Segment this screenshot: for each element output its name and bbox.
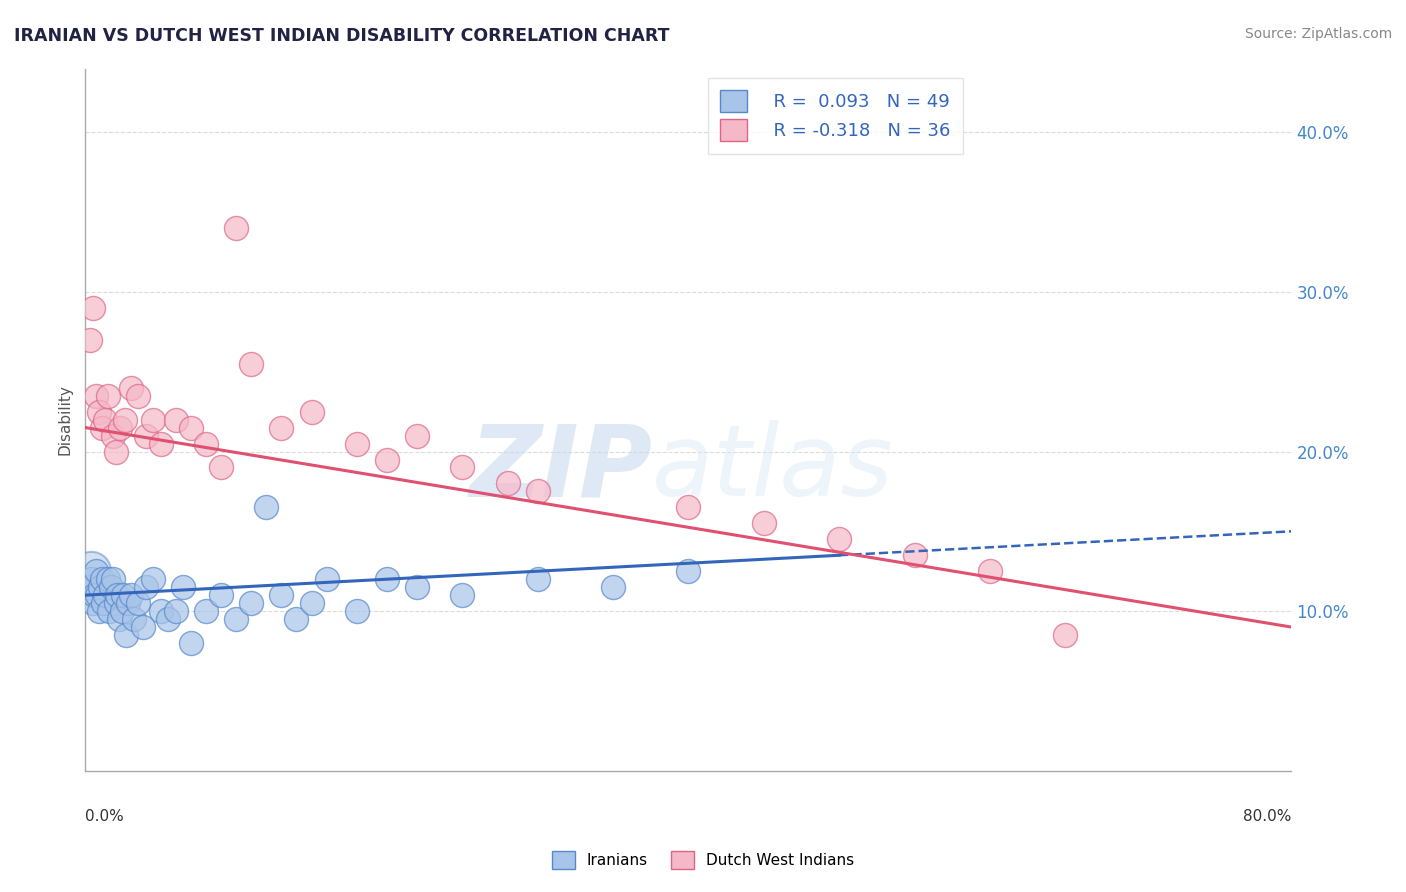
Text: IRANIAN VS DUTCH WEST INDIAN DISABILITY CORRELATION CHART: IRANIAN VS DUTCH WEST INDIAN DISABILITY … xyxy=(14,27,669,45)
Point xyxy=(97,389,120,403)
Point xyxy=(122,612,145,626)
Point xyxy=(149,436,172,450)
Point xyxy=(602,580,624,594)
Point xyxy=(120,588,142,602)
Point xyxy=(165,604,187,618)
Point xyxy=(131,620,153,634)
Point xyxy=(157,612,180,626)
Point xyxy=(180,636,202,650)
Point xyxy=(107,612,129,626)
Point xyxy=(80,564,103,578)
Point xyxy=(110,604,132,618)
Point xyxy=(496,476,519,491)
Point xyxy=(142,412,165,426)
Point xyxy=(135,428,157,442)
Point xyxy=(172,580,194,594)
Point xyxy=(83,588,105,602)
Point xyxy=(94,588,117,602)
Point xyxy=(240,357,263,371)
Point xyxy=(1054,628,1077,642)
Point xyxy=(101,428,124,442)
Point xyxy=(127,389,149,403)
Point xyxy=(678,500,700,515)
Point xyxy=(84,564,107,578)
Point xyxy=(375,452,398,467)
Point xyxy=(195,604,218,618)
Point xyxy=(406,580,429,594)
Point xyxy=(112,588,135,602)
Point xyxy=(142,572,165,586)
Point xyxy=(225,221,247,235)
Point xyxy=(82,596,104,610)
Point xyxy=(79,580,101,594)
Point xyxy=(93,596,115,610)
Text: Source: ZipAtlas.com: Source: ZipAtlas.com xyxy=(1244,27,1392,41)
Point xyxy=(254,500,277,515)
Point xyxy=(406,428,429,442)
Point xyxy=(84,389,107,403)
Point xyxy=(165,412,187,426)
Point xyxy=(104,596,127,610)
Point xyxy=(115,628,138,642)
Text: atlas: atlas xyxy=(652,420,894,517)
Point xyxy=(91,572,114,586)
Point xyxy=(209,588,232,602)
Point xyxy=(100,580,122,594)
Point xyxy=(225,612,247,626)
Point xyxy=(79,333,101,347)
Point xyxy=(86,588,108,602)
Legend: Iranians, Dutch West Indians: Iranians, Dutch West Indians xyxy=(546,845,860,875)
Point xyxy=(104,444,127,458)
Point xyxy=(451,588,474,602)
Point xyxy=(285,612,308,626)
Point xyxy=(979,564,1001,578)
Point xyxy=(451,460,474,475)
Point xyxy=(526,572,548,586)
Point xyxy=(209,460,232,475)
Point xyxy=(375,572,398,586)
Point xyxy=(752,516,775,531)
Point xyxy=(149,604,172,618)
Point xyxy=(87,604,110,618)
Point xyxy=(195,436,218,450)
Point xyxy=(301,596,323,610)
Point xyxy=(127,596,149,610)
Point xyxy=(903,548,925,562)
Point xyxy=(80,572,103,586)
Point xyxy=(101,572,124,586)
Point xyxy=(94,412,117,426)
Point xyxy=(180,420,202,434)
Point xyxy=(108,420,131,434)
Point xyxy=(105,588,128,602)
Point xyxy=(346,436,368,450)
Point xyxy=(240,596,263,610)
Point xyxy=(114,412,136,426)
Point xyxy=(270,420,292,434)
Point xyxy=(120,381,142,395)
Point xyxy=(117,596,139,610)
Point xyxy=(91,420,114,434)
Point xyxy=(97,572,120,586)
Point xyxy=(828,533,851,547)
Legend:   R =  0.093   N = 49,   R = -0.318   N = 36: R = 0.093 N = 49, R = -0.318 N = 36 xyxy=(707,78,963,154)
Point xyxy=(82,301,104,315)
Point xyxy=(346,604,368,618)
Point xyxy=(678,564,700,578)
Point xyxy=(301,404,323,418)
Point xyxy=(87,404,110,418)
Point xyxy=(315,572,337,586)
Text: 80.0%: 80.0% xyxy=(1243,809,1292,824)
Point xyxy=(526,484,548,499)
Text: 0.0%: 0.0% xyxy=(86,809,124,824)
Text: ZIP: ZIP xyxy=(470,420,652,517)
Point xyxy=(270,588,292,602)
Point xyxy=(98,604,121,618)
Point xyxy=(135,580,157,594)
Y-axis label: Disability: Disability xyxy=(58,384,72,455)
Point xyxy=(89,580,111,594)
